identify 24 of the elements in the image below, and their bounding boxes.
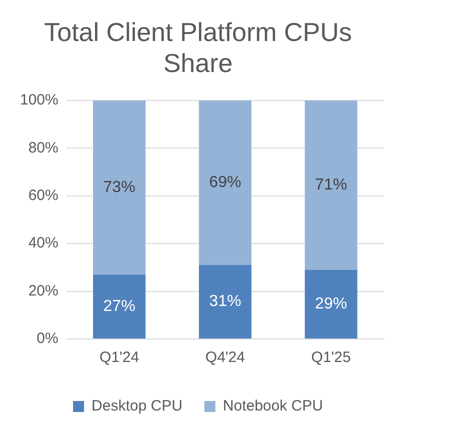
data-label: 71% [315,176,348,194]
x-tick-label: Q1'25 [311,349,351,366]
x-tick-label: Q4'24 [205,349,245,366]
bar [93,100,146,275]
data-label: 73% [103,178,136,196]
x-tick-label: Q1'24 [100,349,140,366]
legend-label: Desktop CPU [92,398,182,415]
y-tick-label: 80% [28,139,58,156]
bar [198,265,252,338]
bar [304,100,358,270]
data-label: 69% [209,174,242,192]
y-tick-label: 40% [28,234,58,252]
y-tick-label: 0% [36,330,58,348]
chart-title: Total Client Platform CPUs Share [44,16,352,78]
y-tick-label: 100% [20,92,58,109]
legend-label: Notebook CPU [222,398,323,415]
bar [93,274,146,338]
bar [198,100,252,266]
data-label: 29% [315,296,348,313]
data-label: 31% [209,293,242,310]
bar [304,270,358,338]
y-tick-label: 60% [28,186,58,204]
y-tick-label: 20% [28,282,58,300]
data-label: 27% [103,298,136,315]
